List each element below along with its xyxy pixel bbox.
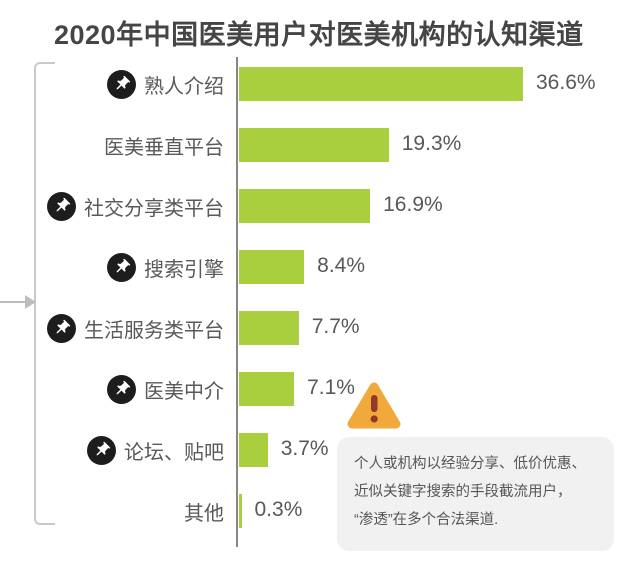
warning-callout: 个人或机构以经验分享、低价优惠、 近似关键字搜索的手段截流用户， “渗透”在多个… bbox=[337, 437, 614, 551]
value-label: 16.9% bbox=[383, 193, 443, 216]
bar bbox=[239, 67, 523, 101]
value-label: 8.4% bbox=[317, 254, 366, 277]
category-label: 搜索引擎 bbox=[144, 258, 224, 281]
category-label-group: 论坛、贴吧 bbox=[36, 432, 224, 468]
pushpin-icon bbox=[107, 252, 136, 282]
category-label-group: 熟人介绍 bbox=[36, 66, 224, 102]
value-label: 7.7% bbox=[311, 315, 360, 338]
category-label: 社交分享类平台 bbox=[84, 197, 224, 220]
chart-row: 生活服务类平台 7.7% bbox=[0, 310, 640, 346]
bar bbox=[239, 311, 299, 345]
callout-text-line: 近似关键字搜索的手段截流用户， bbox=[354, 483, 572, 500]
bar bbox=[239, 433, 268, 467]
category-label-group: 医美垂直平台 bbox=[36, 127, 224, 163]
pushpin-icon bbox=[47, 313, 76, 343]
pushpin-icon bbox=[87, 435, 116, 465]
value-label: 0.3% bbox=[254, 498, 303, 521]
category-label: 生活服务类平台 bbox=[84, 319, 224, 342]
category-label-group: 其他 bbox=[36, 493, 224, 529]
chart-row: 社交分享类平台 16.9% bbox=[0, 188, 640, 224]
bar bbox=[239, 189, 371, 223]
pushpin-icon bbox=[107, 69, 136, 99]
category-label-group: 医美中介 bbox=[36, 371, 224, 407]
category-label-group: 生活服务类平台 bbox=[36, 310, 224, 346]
category-label-group: 社交分享类平台 bbox=[36, 188, 224, 224]
chart-row: 医美垂直平台 19.3% bbox=[0, 127, 640, 163]
category-label: 论坛、贴吧 bbox=[124, 441, 224, 464]
bar bbox=[239, 494, 242, 528]
pushpin-icon bbox=[47, 191, 76, 221]
chart-row: 其他 0.3% bbox=[0, 493, 640, 529]
category-label: 医美垂直平台 bbox=[104, 136, 224, 159]
chart-title: 2020年中国医美用户对医美机构的认知渠道 bbox=[54, 20, 584, 50]
pushpin-icon bbox=[107, 374, 136, 404]
left-arrow-icon bbox=[0, 301, 26, 303]
category-label: 医美中介 bbox=[144, 380, 224, 403]
y-axis-line bbox=[236, 57, 238, 547]
category-label: 熟人介绍 bbox=[144, 75, 224, 98]
bar bbox=[239, 250, 305, 284]
callout-text-line: “渗透”在多个合法渠道. bbox=[354, 511, 499, 528]
value-label: 7.1% bbox=[307, 376, 355, 399]
callout-text-line: 个人或机构以经验分享、低价优惠、 bbox=[354, 456, 586, 472]
chart-row: 搜索引擎 8.4% bbox=[0, 249, 640, 285]
chart-row: 熟人介绍 36.6% bbox=[0, 66, 640, 102]
category-label: 其他 bbox=[184, 502, 224, 525]
chart-row: 论坛、贴吧 3.7% bbox=[0, 432, 640, 468]
warning-triangle-icon bbox=[347, 382, 401, 429]
value-label: 36.6% bbox=[536, 71, 596, 94]
value-label: 19.3% bbox=[401, 132, 462, 155]
bar bbox=[239, 372, 295, 406]
chart-row: 医美中介 7.1% bbox=[0, 371, 640, 407]
left-bracket bbox=[34, 62, 55, 525]
left-arrow-head-icon bbox=[25, 295, 36, 309]
value-label: 3.7% bbox=[280, 437, 329, 460]
bar bbox=[239, 128, 389, 162]
category-label-group: 搜索引擎 bbox=[36, 249, 224, 285]
